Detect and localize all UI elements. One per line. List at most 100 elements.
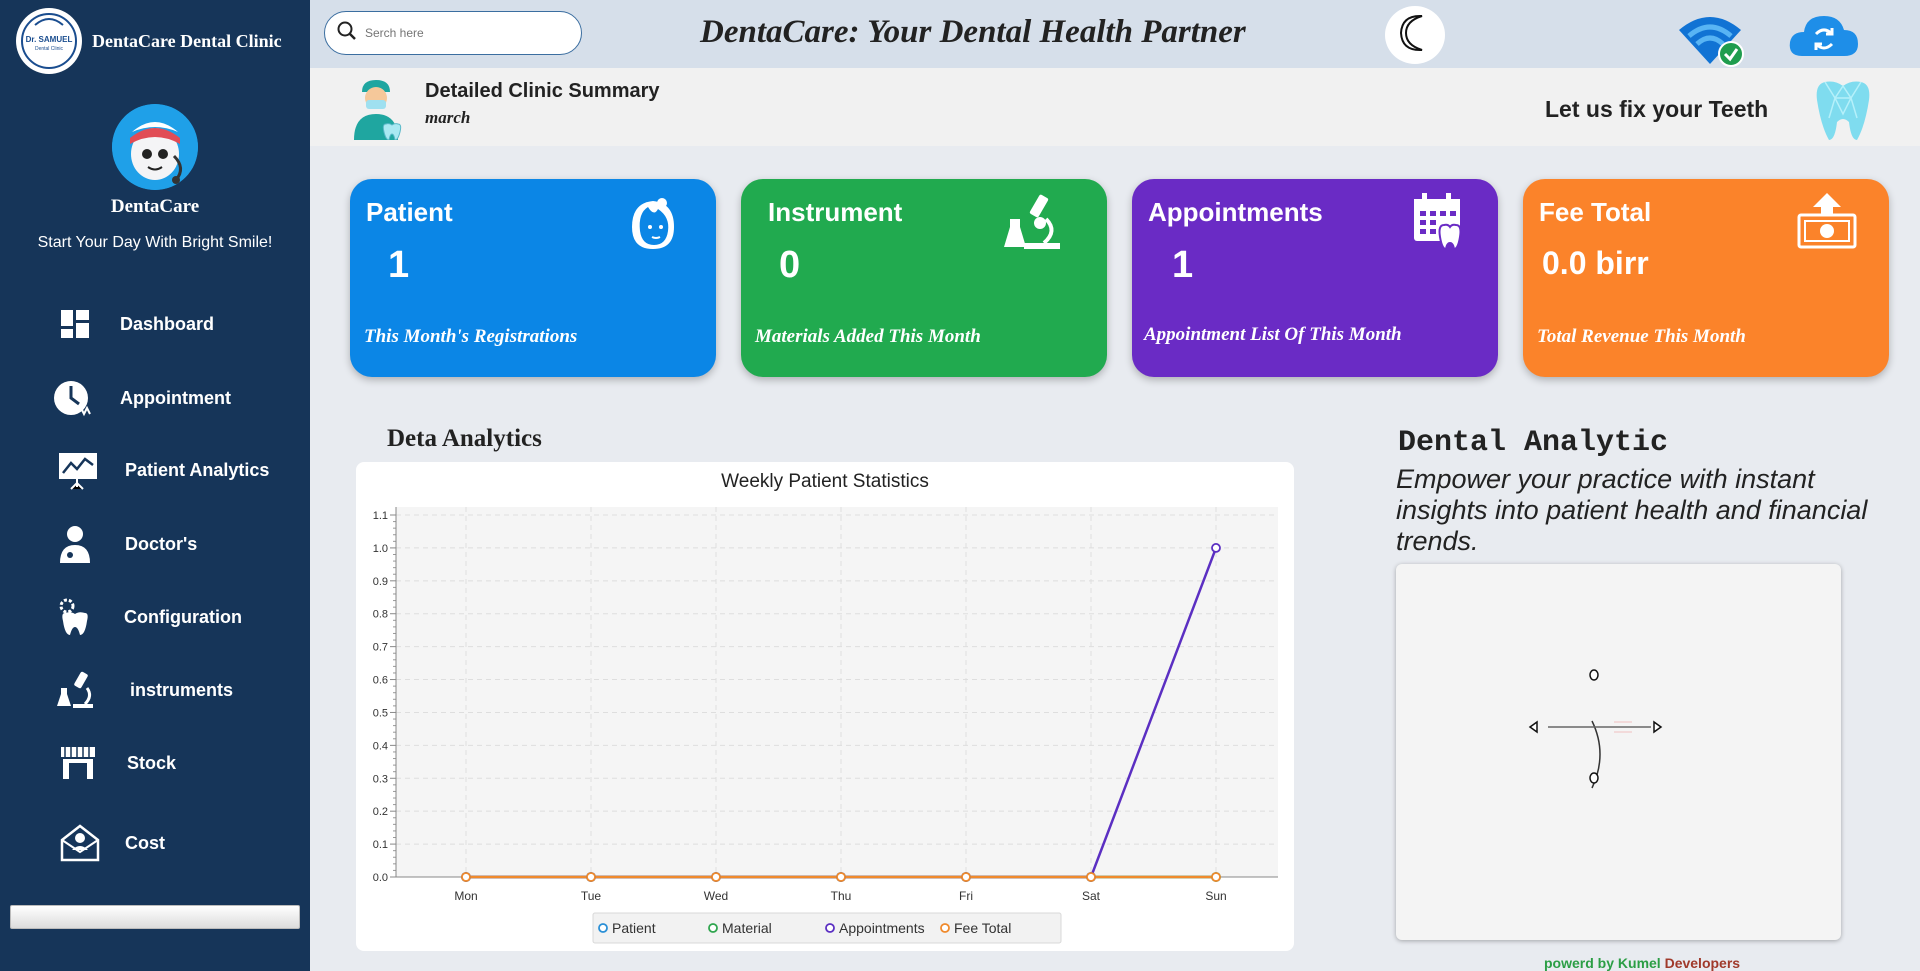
x-tick-label: Wed [704, 889, 728, 903]
sidebar-item-dashboard[interactable]: Dashboard [50, 299, 214, 349]
legend-marker [825, 923, 835, 933]
card-footer: This Month's Registrations [364, 326, 578, 347]
x-tick-label: Mon [454, 889, 477, 903]
legend-marker [598, 923, 608, 933]
top-bar: DentaCare: Your Dental Health Partner [310, 0, 1920, 68]
search-icon [337, 21, 357, 46]
powered-prefix: powerd by [1544, 955, 1618, 971]
x-tick-label: Sun [1205, 889, 1226, 903]
card-value: 0.0 birr [1542, 245, 1649, 281]
legend-marker [940, 923, 950, 933]
summary-bar: Detailed Clinic Summary march Let us fix… [310, 68, 1920, 146]
y-tick-label: 1.0 [373, 543, 388, 555]
fee-total-card[interactable]: Fee Total 0.0 birr Total Revenue This Mo… [1523, 179, 1889, 377]
logo-text: Dr. SAMUEL [26, 35, 73, 44]
sidebar-item-doctors[interactable]: Doctor's [50, 519, 197, 569]
legend-label: Fee Total [954, 920, 1011, 936]
data-point [711, 872, 721, 882]
card-title: Appointments [1148, 197, 1323, 227]
data-point [586, 872, 596, 882]
brand-name: DentaCare Dental Clinic [92, 30, 282, 51]
dashboard-icon [50, 299, 100, 349]
sidebar-item-stock[interactable]: Stock [53, 738, 176, 788]
envelope-user-icon [55, 818, 105, 868]
data-point [1211, 543, 1221, 553]
card-footer: Appointment List Of This Month [1144, 324, 1402, 345]
store-icon [53, 738, 103, 788]
patient-card[interactable]: Patient 1 This Month's Registrations [350, 179, 716, 377]
tagline: Let us fix your Teeth [1545, 96, 1769, 122]
sidebar-item-label: Cost [125, 832, 165, 853]
dental-analytic-panel [1396, 564, 1841, 940]
face-icon [628, 197, 678, 258]
card-footer: Total Revenue This Month [1537, 326, 1746, 347]
y-tick-label: 0.9 [373, 576, 388, 588]
clinic-logo: Dr. SAMUEL Dental Clinic [16, 8, 82, 74]
app-title: DentaCare: Your Dental Health Partner [700, 14, 1246, 50]
y-tick-label: 0.2 [373, 806, 388, 818]
tooth-icon [1815, 78, 1871, 147]
sidebar-item-cost[interactable]: Cost [55, 818, 165, 868]
x-tick-label: Tue [581, 889, 602, 903]
microscope-icon [1004, 193, 1062, 258]
chart-title: Weekly Patient Statistics [721, 471, 929, 492]
avatar[interactable] [112, 104, 198, 190]
cloud-sync-icon[interactable] [1788, 12, 1860, 65]
sidebar-item-label: Patient Analytics [125, 459, 270, 480]
y-tick-label: 0.8 [373, 609, 388, 621]
y-tick-label: 0.0 [373, 872, 388, 884]
sidebar-item-appointment[interactable]: Appointment [48, 373, 231, 423]
y-tick-label: 0.6 [373, 675, 388, 687]
sidebar-item-label: instruments [130, 679, 234, 700]
money-upload-icon [1797, 193, 1857, 254]
search-box[interactable] [324, 11, 582, 55]
legend-label: Material [722, 920, 772, 936]
weekly-patient-chart: Weekly Patient Statistics 0.0 0.1 0.2 0.3 0.4… [373, 471, 1278, 944]
powered-by: powerd by Kumel Developers [1544, 955, 1740, 971]
sidebar-app-name: DentaCare [110, 196, 200, 217]
sidebar-item-patient-analytics[interactable]: Patient Analytics [53, 445, 269, 495]
microscope-icon [52, 665, 102, 715]
card-value: 0 [779, 244, 801, 286]
wifi-connected-icon[interactable] [1675, 10, 1745, 73]
x-tick-label: Sat [1082, 889, 1101, 903]
sidebar-bottom-bar[interactable] [10, 905, 300, 929]
theme-toggle-button[interactable] [1385, 6, 1445, 64]
brand: Dr. SAMUEL Dental Clinic DentaCare Denta… [16, 8, 282, 74]
doctor-icon [50, 519, 100, 569]
crosshair-widget[interactable] [1396, 564, 1841, 940]
y-tick-label: 0.7 [373, 642, 388, 654]
sidebar: Dr. SAMUEL Dental Clinic DentaCare Denta… [0, 0, 310, 971]
card-value: 1 [388, 244, 410, 286]
sidebar-slogan: Start Your Day With Bright Smile! [37, 234, 273, 251]
analytics-section-title: Deta Analytics [387, 425, 542, 452]
sidebar-item-configuration[interactable]: Configuration [50, 592, 242, 642]
search-input[interactable] [365, 26, 565, 40]
plot-area [396, 507, 1278, 877]
card-footer: Materials Added This Month [755, 326, 981, 347]
moon-icon [1398, 13, 1432, 58]
gear-tooth-icon [50, 592, 100, 642]
y-tick-label: 0.1 [373, 839, 388, 851]
sidebar-item-label: Configuration [124, 606, 242, 627]
weekly-chart-panel: Weekly Patient Statistics 0.0 0.1 0.2 0.3 0.4… [356, 462, 1294, 951]
instrument-card[interactable]: Instrument 0 Materials Added This Month [741, 179, 1107, 377]
appointments-card[interactable]: Appointments 1 Appointment List Of This … [1132, 179, 1498, 377]
sidebar-item-label: Stock [127, 752, 177, 773]
powered-name1: Kumel [1617, 955, 1661, 971]
sidebar-item-label: Appointment [120, 387, 231, 408]
legend-label: Appointments [839, 920, 925, 936]
x-tick-label: Fri [959, 889, 973, 903]
clock-icon [48, 373, 98, 423]
data-point [461, 872, 471, 882]
data-point [1211, 872, 1221, 882]
card-title: Instrument [768, 197, 903, 227]
y-tick-label: 0.3 [373, 773, 388, 785]
sidebar-item-instruments[interactable]: instruments [52, 665, 233, 715]
data-point [1086, 872, 1096, 882]
dental-analytic-description: Empower your practice with instant insig… [1396, 464, 1868, 556]
y-tick-label: 0.5 [373, 707, 388, 719]
y-tick-label: 0.4 [373, 740, 388, 752]
dental-analytic-title: Dental Analytic [1398, 426, 1669, 460]
x-tick-label: Thu [831, 889, 852, 903]
